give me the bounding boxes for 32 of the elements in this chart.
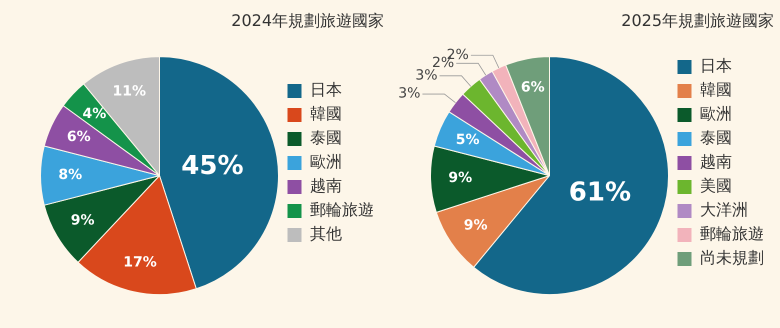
legend-label: 美國 bbox=[700, 176, 732, 196]
legend-label: 尚未規劃 bbox=[700, 248, 764, 268]
data-label: 45% bbox=[181, 150, 244, 181]
legend-label: 越南 bbox=[700, 152, 732, 172]
legend-label: 歐洲 bbox=[700, 104, 732, 124]
legend-label: 日本 bbox=[700, 56, 732, 76]
legend-label: 郵輪旅遊 bbox=[310, 200, 374, 220]
data-label: 6% bbox=[520, 80, 545, 96]
data-label: 3% bbox=[415, 67, 438, 84]
chart-title: 2024年規劃旅遊國家 bbox=[231, 10, 384, 30]
data-label: 5% bbox=[456, 132, 480, 148]
data-label: 4% bbox=[82, 106, 106, 122]
legend-label: 歐洲 bbox=[310, 152, 342, 172]
chart-title: 2025年規劃旅遊國家 bbox=[621, 10, 774, 30]
data-label: 8% bbox=[58, 167, 82, 184]
data-label: 3% bbox=[398, 86, 420, 102]
data-label: 11% bbox=[112, 83, 146, 100]
legend-label: 大洋洲 bbox=[700, 200, 748, 220]
data-label: 61% bbox=[568, 177, 631, 208]
legend-label: 韓國 bbox=[310, 104, 342, 124]
legend-label: 郵輪旅遊 bbox=[700, 224, 764, 244]
legend-label: 其他 bbox=[310, 224, 342, 244]
legend-label: 泰國 bbox=[310, 128, 342, 148]
data-label: 9% bbox=[448, 170, 472, 186]
legend-label: 越南 bbox=[310, 176, 342, 196]
data-label: 9% bbox=[464, 217, 488, 234]
legend-label: 泰國 bbox=[700, 128, 732, 148]
data-label: 6% bbox=[66, 129, 91, 146]
data-label: 9% bbox=[70, 212, 95, 229]
data-label: 17% bbox=[123, 254, 157, 270]
legend-label: 日本 bbox=[310, 80, 342, 100]
legend-label: 韓國 bbox=[700, 80, 732, 100]
